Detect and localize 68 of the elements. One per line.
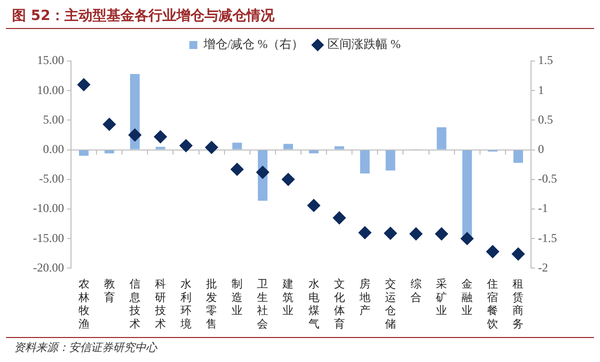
- point: [307, 198, 320, 212]
- bar: [386, 150, 396, 171]
- bar: [513, 150, 524, 163]
- y-tick-label: -20.00: [32, 260, 64, 274]
- x-tick-label: 建筑业: [282, 278, 294, 318]
- point: [384, 226, 397, 240]
- y-tick-label: -15.00: [32, 230, 64, 245]
- x-tick-label: 农林牧渔: [77, 278, 90, 330]
- bar: [232, 142, 242, 150]
- point: [102, 118, 116, 131]
- x-tick-label: 信息技术: [128, 278, 140, 330]
- y2-tick-label: 0.5: [538, 112, 554, 126]
- y2-tick-label: -1.5: [538, 230, 558, 245]
- y-tick-label: 10.00: [36, 82, 64, 97]
- y2-tick-label: 0: [538, 142, 544, 156]
- x-tick-label: 房地产: [358, 278, 370, 318]
- x-tick-label: 综合: [410, 278, 422, 304]
- bar: [283, 144, 294, 150]
- x-tick-label: 批发零售: [206, 278, 218, 330]
- y2-tick-label: 1.5: [538, 53, 554, 68]
- x-tick-label: 教育: [104, 278, 115, 304]
- point: [512, 247, 525, 260]
- x-tick-label: 租赁商务: [512, 278, 524, 330]
- point: [256, 166, 270, 179]
- x-tick-label: 水电煤气: [308, 278, 320, 330]
- point: [205, 140, 218, 154]
- y-tick-label: -5.00: [38, 172, 64, 186]
- bar: [360, 150, 370, 174]
- y2-tick-label: -0.5: [538, 172, 558, 186]
- y2-tick-label: 1: [538, 82, 544, 97]
- point: [460, 232, 474, 246]
- bar: [334, 146, 344, 150]
- point: [332, 211, 346, 224]
- bar: [104, 150, 114, 154]
- bar: [308, 150, 319, 154]
- x-tick-label: 制造业: [232, 278, 243, 318]
- point: [154, 130, 167, 144]
- x-tick-label: 住宿餐饮: [486, 278, 498, 330]
- bar: [462, 150, 472, 239]
- y-tick-label: -10.00: [32, 201, 64, 216]
- point: [180, 139, 192, 152]
- point: [77, 78, 90, 92]
- legend-label: 区间涨跌幅 %: [328, 37, 401, 52]
- y-tick-label: 0.00: [42, 142, 64, 156]
- x-tick-label: 采矿业: [435, 278, 448, 318]
- point: [230, 162, 244, 176]
- point: [486, 245, 500, 258]
- legend-label: 增仓/减仓 %（右）: [202, 37, 304, 52]
- y2-tick-label: -2: [538, 260, 548, 274]
- point: [435, 227, 448, 240]
- x-tick-label: 金融业: [462, 278, 473, 318]
- point: [128, 128, 142, 142]
- x-tick-label: 科研技术: [154, 278, 166, 330]
- point: [358, 226, 372, 240]
- x-tick-label: 卫生社会: [257, 278, 268, 330]
- bar: [436, 127, 446, 150]
- point: [282, 172, 295, 186]
- x-tick-label: 水利环境: [180, 278, 192, 330]
- y-tick-label: 5.00: [42, 112, 64, 126]
- text: 资料来源：安信证券研究中心: [6, 337, 594, 358]
- chart-title: 图 52：主动型基金各行业增仓与减仓情况: [6, 4, 594, 29]
- point: [410, 227, 422, 240]
- y2-tick-label: -1: [538, 201, 548, 216]
- bar: [78, 150, 89, 156]
- x-tick-label: 文化体育: [334, 278, 345, 330]
- x-tick-label: 交运仓储: [384, 278, 396, 330]
- y-tick-label: 15.00: [36, 53, 64, 68]
- bar: [156, 146, 166, 150]
